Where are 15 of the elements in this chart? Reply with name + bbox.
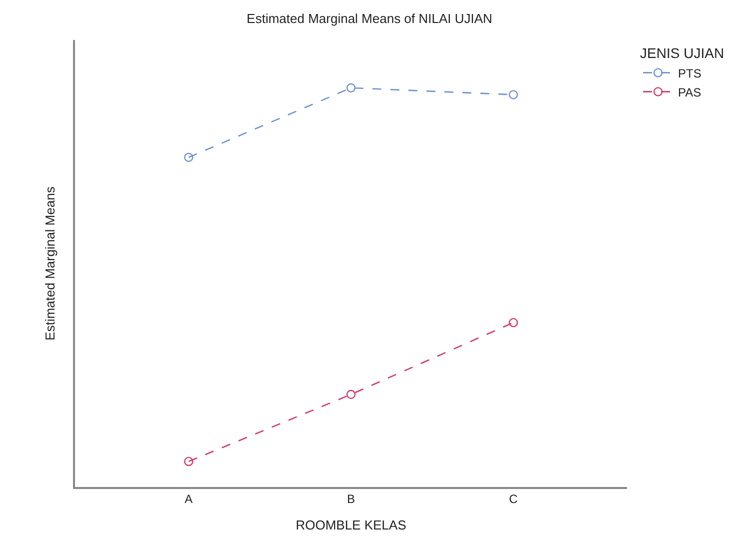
x-tick-label: B (346, 492, 356, 506)
x-axis-title: ROOMBLE KELAS (296, 517, 407, 532)
x-tick-label: C (509, 492, 518, 506)
x-tick-label: A (184, 492, 193, 506)
point (346, 83, 356, 92)
legend-label: PAS (678, 85, 702, 100)
point (508, 318, 518, 328)
point (184, 152, 194, 162)
legend-label: PTS (678, 66, 702, 80)
point (346, 390, 356, 400)
point (184, 456, 194, 466)
point (508, 90, 518, 100)
legend-title: JENIS UJIAN (640, 45, 724, 62)
chart-title: Estimated Marginal Means of NILAI UJIAN (246, 11, 492, 26)
y-axis-title: Estimated Marginal Means (42, 186, 58, 340)
